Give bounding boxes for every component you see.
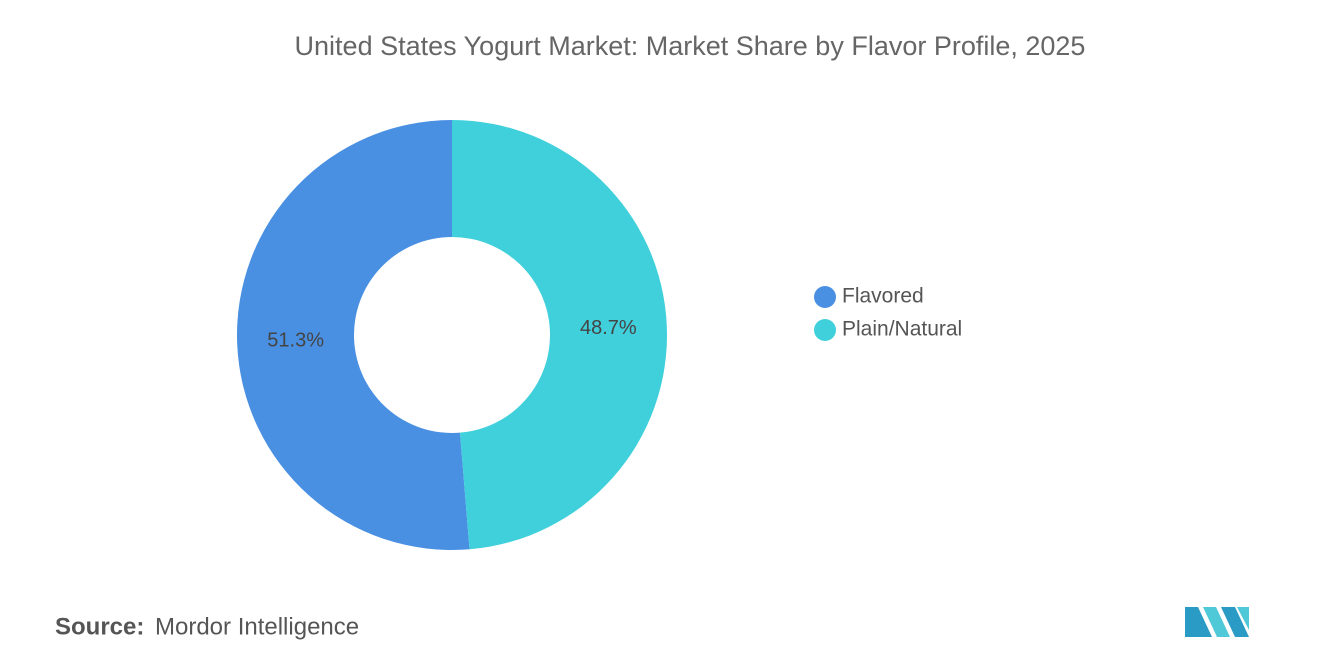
legend-label: Plain/Natural	[842, 318, 962, 341]
logo-part	[1185, 607, 1212, 637]
donut-slice	[452, 120, 668, 550]
legend-marker	[814, 319, 836, 341]
chart-title: United States Yogurt Market: Market Shar…	[295, 31, 1086, 61]
logo-part	[1237, 607, 1249, 630]
donut: 51.3% 48.7%	[237, 120, 668, 551]
legend-marker	[814, 286, 836, 308]
logo	[1185, 607, 1249, 637]
legend: Flavored Plain/Natural	[814, 285, 962, 341]
logo-part	[1221, 607, 1249, 637]
donut-slice	[237, 120, 470, 551]
data-label: 51.3%	[267, 330, 324, 352]
logo-part	[1203, 607, 1230, 637]
source-label: Source:	[55, 613, 144, 640]
source: Mordor Intelligence	[155, 613, 359, 640]
data-label: 48.7%	[580, 317, 637, 339]
legend-label: Flavored	[842, 285, 924, 308]
